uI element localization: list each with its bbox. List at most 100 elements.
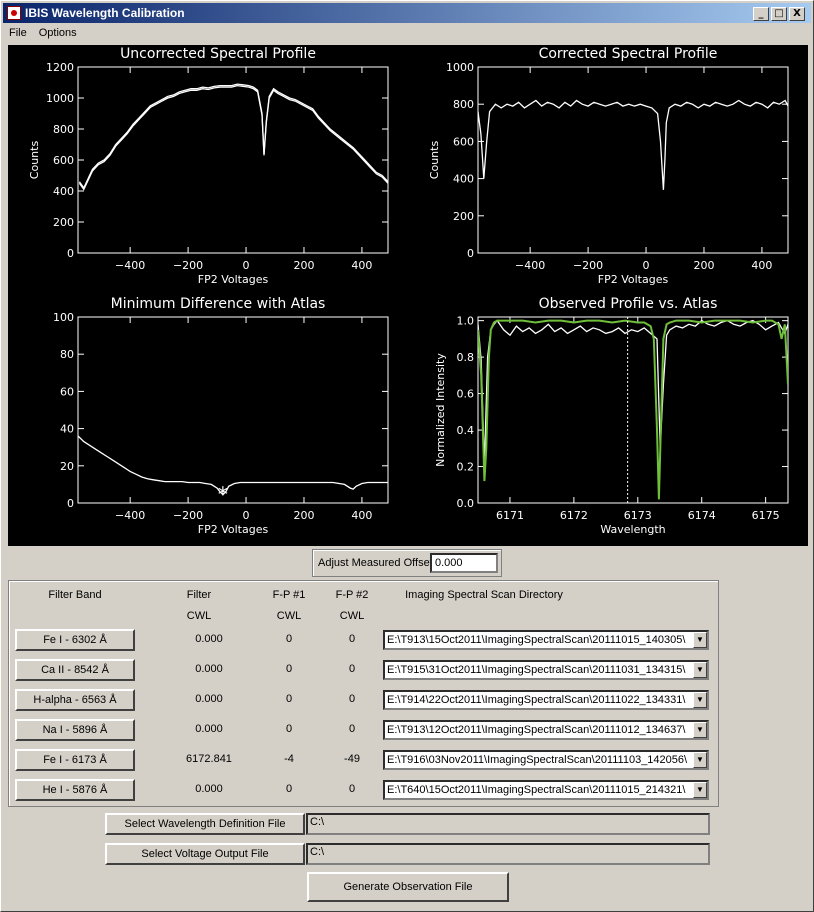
directory-dropdown[interactable]: E:\T913\12Oct2011\ImagingSpectralScan\20… — [383, 720, 709, 740]
y-tick-label: 800 — [53, 123, 74, 136]
filter-cwl-value: 6172.841 — [186, 753, 232, 765]
x-tick-label: 6173 — [624, 509, 652, 522]
dropdown-arrow-icon[interactable]: ▼ — [693, 782, 707, 798]
plot-frame — [477, 316, 789, 504]
y-tick-label: 400 — [453, 173, 474, 186]
select-wavelength-file-button[interactable]: Select Wavelength Definition File — [105, 813, 305, 835]
x-tick-label: 400 — [351, 509, 372, 522]
wavelength-file-path: C:\ — [306, 813, 710, 835]
x-tick-label: −200 — [573, 259, 603, 272]
header-fp1: F-P #1 — [272, 589, 306, 601]
maximize-button[interactable]: □ — [771, 7, 787, 21]
plots-canvas: −400 −200 0 200 400020040060080010001200FP2 … — [28, 61, 789, 536]
menu-options[interactable]: Options — [38, 27, 77, 39]
directory-value: E:\T914\22Oct2011\ImagingSpectralScan\20… — [387, 694, 686, 706]
directory-dropdown[interactable]: E:\T640\15Oct2011\ImagingSpectralScan\20… — [383, 780, 709, 800]
menu-bar: File Options — [3, 24, 83, 42]
plot-title-uncorrected: Uncorrected Spectral Profile — [120, 46, 316, 62]
band-button[interactable]: Fe I - 6173 Å — [15, 749, 135, 771]
y-tick-label: 100 — [53, 311, 74, 324]
directory-value: E:\T913\15Oct2011\ImagingSpectralScan\20… — [387, 634, 686, 646]
directory-dropdown[interactable]: E:\T916\03Nov2011\ImagingSpectralScan\20… — [383, 750, 709, 770]
x-tick-label: 400 — [751, 259, 772, 272]
plot-area: Uncorrected Spectral Profile Corrected S… — [8, 45, 808, 546]
fp1-cwl-value: 0 — [285, 693, 293, 705]
y-tick-label: 400 — [53, 185, 74, 198]
directory-value: E:\T915\31Oct2011\ImagingSpectralScan\20… — [387, 664, 686, 676]
y-tick-label: 0.6 — [457, 388, 475, 401]
series-line — [478, 319, 788, 500]
x-tick-label: 6172 — [560, 509, 588, 522]
x-tick-label: 6174 — [688, 509, 716, 522]
close-button[interactable]: X — [789, 7, 805, 21]
minimize-button[interactable]: _ — [753, 7, 769, 21]
series-line — [478, 99, 788, 190]
header-filter: Filter — [186, 589, 212, 601]
band-button[interactable]: Ca II - 8542 Å — [15, 659, 135, 681]
y-tick-label: 1000 — [46, 92, 74, 105]
window-controls: _ □ X — [753, 7, 805, 21]
y-tick-label: 0.4 — [457, 424, 475, 437]
x-tick-label: 6171 — [496, 509, 524, 522]
band-button[interactable]: Fe I - 6302 Å — [15, 629, 135, 651]
y-tick-label: 0 — [67, 497, 74, 510]
plot-title-observed: Observed Profile vs. Atlas — [538, 296, 718, 312]
dropdown-arrow-icon[interactable]: ▼ — [693, 632, 707, 648]
band-button[interactable]: H-alpha - 6563 Å — [15, 689, 135, 711]
plot-frame — [477, 66, 789, 254]
select-voltage-output-button[interactable]: Select Voltage Output File — [105, 843, 305, 865]
filter-cwl-value: 0.000 — [195, 783, 223, 795]
title-bar: IBIS Wavelength Calibration _ □ X — [3, 3, 811, 23]
y-tick-label: 200 — [53, 216, 74, 229]
header-fp2-cwl: CWL — [339, 610, 365, 622]
y-tick-label: 0 — [467, 247, 474, 260]
fp1-cwl-value: 0 — [285, 783, 293, 795]
dropdown-arrow-icon[interactable]: ▼ — [693, 692, 707, 708]
band-button[interactable]: He I - 5876 Å — [15, 779, 135, 801]
fp2-cwl-value: 0 — [348, 663, 356, 675]
plot-title-min-diff: Minimum Difference with Atlas — [110, 296, 326, 312]
x-tick-label: 0 — [643, 259, 650, 272]
offset-input[interactable]: 0.000 — [430, 553, 498, 573]
dropdown-arrow-icon[interactable]: ▼ — [693, 722, 707, 738]
fp1-cwl-value: 0 — [285, 723, 293, 735]
directory-dropdown[interactable]: E:\T915\31Oct2011\ImagingSpectralScan\20… — [383, 660, 709, 680]
x-axis-label: FP2 Voltages — [598, 273, 669, 286]
filter-cwl-value: 0.000 — [195, 723, 223, 735]
x-tick-label: 6175 — [752, 509, 780, 522]
y-axis-label: Counts — [428, 141, 441, 180]
app-icon — [7, 6, 21, 20]
directory-value: E:\T916\03Nov2011\ImagingSpectralScan\20… — [387, 754, 688, 766]
header-filter-band: Filter Band — [48, 589, 102, 601]
y-tick-label: 1200 — [46, 61, 74, 74]
series-line — [78, 83, 388, 190]
minimum-marker: * — [218, 483, 228, 507]
generate-observation-button[interactable]: Generate Observation File — [307, 872, 509, 902]
y-tick-label: 40 — [60, 423, 74, 436]
fp1-cwl-value: 0 — [285, 633, 293, 645]
filter-table: Filter Band Filter CWL F-P #1 CWL F-P #2… — [8, 580, 719, 807]
fp1-cwl-value: -4 — [284, 753, 294, 765]
y-tick-label: 1.0 — [457, 315, 475, 328]
directory-dropdown[interactable]: E:\T914\22Oct2011\ImagingSpectralScan\20… — [383, 690, 709, 710]
y-axis-label: Normalized Intensity — [434, 353, 447, 467]
dropdown-arrow-icon[interactable]: ▼ — [693, 752, 707, 768]
directory-value: E:\T913\12Oct2011\ImagingSpectralScan\20… — [387, 724, 686, 736]
plot-frame — [77, 66, 389, 254]
dropdown-arrow-icon[interactable]: ▼ — [693, 662, 707, 678]
y-tick-label: 0.8 — [457, 351, 475, 364]
x-tick-label: −400 — [515, 259, 545, 272]
band-button[interactable]: Na I - 5896 Å — [15, 719, 135, 741]
fp2-cwl-value: 0 — [348, 693, 356, 705]
y-tick-label: 60 — [60, 385, 74, 398]
y-tick-label: 1000 — [446, 61, 474, 74]
header-fp1-cwl: CWL — [276, 610, 302, 622]
directory-dropdown[interactable]: E:\T913\15Oct2011\ImagingSpectralScan\20… — [383, 630, 709, 650]
y-axis-label: Counts — [28, 141, 41, 180]
header-fp2: F-P #2 — [335, 589, 369, 601]
plot-title-corrected: Corrected Spectral Profile — [538, 46, 718, 62]
x-tick-label: 0 — [243, 509, 250, 522]
series-line — [78, 435, 388, 496]
menu-file[interactable]: File — [9, 27, 27, 39]
